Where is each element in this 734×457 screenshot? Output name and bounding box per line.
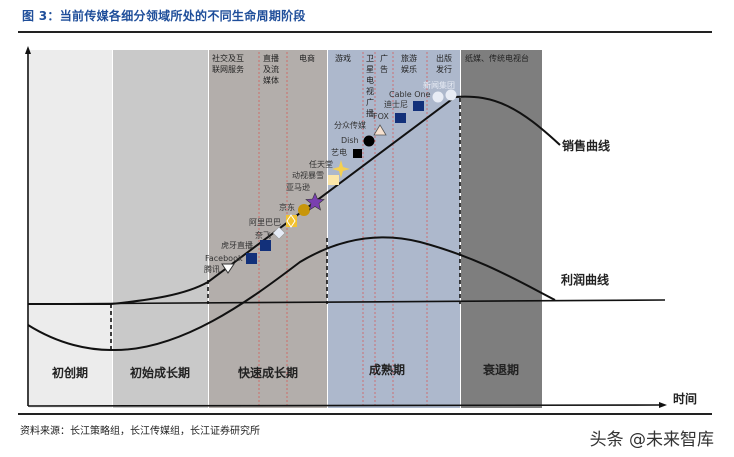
company-label-jd: 京东: [279, 202, 295, 212]
segment-label-satellite-0: 卫: [366, 54, 374, 63]
segment-label-live: 直播: [263, 53, 279, 63]
marker-huya-icon: [260, 240, 271, 251]
segment-label-social-2: 联网服务: [212, 64, 244, 74]
marker-newscorp-icon: [445, 89, 457, 101]
phase-label-maturity: 成熟期: [369, 362, 405, 377]
segment-label-ad-2: 告: [380, 64, 388, 74]
profit-curve: [27, 236, 556, 352]
time-axis-label: 时间: [673, 391, 697, 406]
y-axis-arrow-icon: [25, 46, 31, 54]
phase-label-early-growth: 初始成长期: [130, 365, 190, 380]
title-rule: [18, 31, 712, 33]
marker-ea-icon: [353, 149, 362, 158]
phase-bg-rapid-growth: [209, 50, 327, 408]
segment-label-satellite-2: 电: [366, 75, 374, 85]
source-note: 资料来源：长江策略组，长江传媒组，长江证券研究所: [20, 426, 260, 437]
marker-fox-icon: [395, 113, 406, 123]
x-axis-arrow-icon: [659, 402, 667, 408]
segment-label-publishing: 出版: [436, 53, 452, 63]
segment-label-live-2: 及流: [263, 64, 279, 74]
profit-curve-label: 利润曲线: [561, 272, 609, 287]
marker-tencent-icon: [221, 263, 235, 274]
marker-disney-icon: [413, 101, 424, 111]
marker-activision-icon: [328, 175, 339, 185]
segment-label-decline: 纸媒、传统电视台: [465, 53, 529, 63]
marker-nintendo-icon: [332, 160, 350, 178]
sales-curve-label: 销售曲线: [562, 138, 610, 153]
segment-label-satellite-1: 星: [366, 65, 374, 74]
segment-label-ecommerce: 电商: [299, 53, 315, 63]
segment-label-travel: 旅游: [401, 53, 417, 63]
company-label-disney: 迪士尼: [384, 99, 408, 109]
segment-label-games: 游戏: [335, 53, 351, 63]
company-label-cableone: Cable One: [389, 90, 431, 99]
company-label-huya: 虎牙直播: [221, 240, 253, 250]
company-label-nintendo: 任天堂: [309, 159, 333, 169]
company-label-newscorp: 新闻集团: [423, 80, 455, 90]
segment-dividers: [258, 52, 428, 406]
phase-label-rapid-growth: 快速成长期: [238, 365, 298, 380]
phase-bg-startup: [29, 50, 112, 408]
company-label-netflix: 奈飞: [255, 230, 271, 240]
phase-label-startup: 初创期: [52, 365, 88, 380]
zero-line: [27, 299, 666, 305]
segment-label-satellite-5: 播: [366, 108, 374, 118]
segment-label-publishing-2: 发行: [436, 64, 452, 74]
marker-amazon-icon: [305, 192, 325, 211]
company-label-alibaba: 阿里巴巴: [249, 218, 281, 227]
segment-label-satellite-4: 广: [366, 97, 374, 107]
segment-label-travel-2: 娱乐: [401, 64, 417, 74]
phase-label-decline: 衰退期: [482, 362, 519, 377]
segment-label-live-3: 媒体: [263, 75, 279, 85]
company-label-dish: Dish: [341, 136, 359, 145]
segment-label-satellite-3: 视: [366, 86, 374, 96]
phase-bg-early-growth: [113, 50, 208, 408]
marker-netflix-icon: [272, 226, 286, 240]
company-label-fox: FOX: [373, 112, 389, 121]
marker-focus-media-icon: [373, 124, 387, 136]
x-axis: [27, 404, 661, 407]
marker-alibaba-icon: [286, 215, 297, 227]
company-label-amazon: 亚马逊: [286, 182, 310, 192]
company-label-focus-media: 分众传媒: [334, 120, 366, 130]
phase-bg-decline: [461, 50, 542, 408]
segment-label-ad: 广: [380, 53, 388, 63]
company-label-tencent: 腾讯: [204, 264, 220, 274]
company-label-ea: 艺电: [331, 147, 347, 157]
marker-facebook-icon: [246, 253, 257, 264]
source-rule: [18, 413, 712, 415]
company-label-activision: 动视暴雪: [292, 170, 324, 180]
sales-curve: [28, 95, 561, 305]
marker-jd-icon: [298, 204, 310, 216]
marker-alibaba-diamond-icon: [286, 214, 296, 228]
company-label-facebook: Facebook: [205, 254, 243, 263]
segment-label-social: 社交及互: [212, 53, 244, 63]
marker-dish-icon: [363, 135, 375, 147]
marker-cableone-icon: [432, 91, 444, 103]
figure-title: 图 3：当前传媒各细分领域所处的不同生命周期阶段: [22, 9, 306, 23]
watermark: 头条 @未来智库: [589, 430, 714, 450]
